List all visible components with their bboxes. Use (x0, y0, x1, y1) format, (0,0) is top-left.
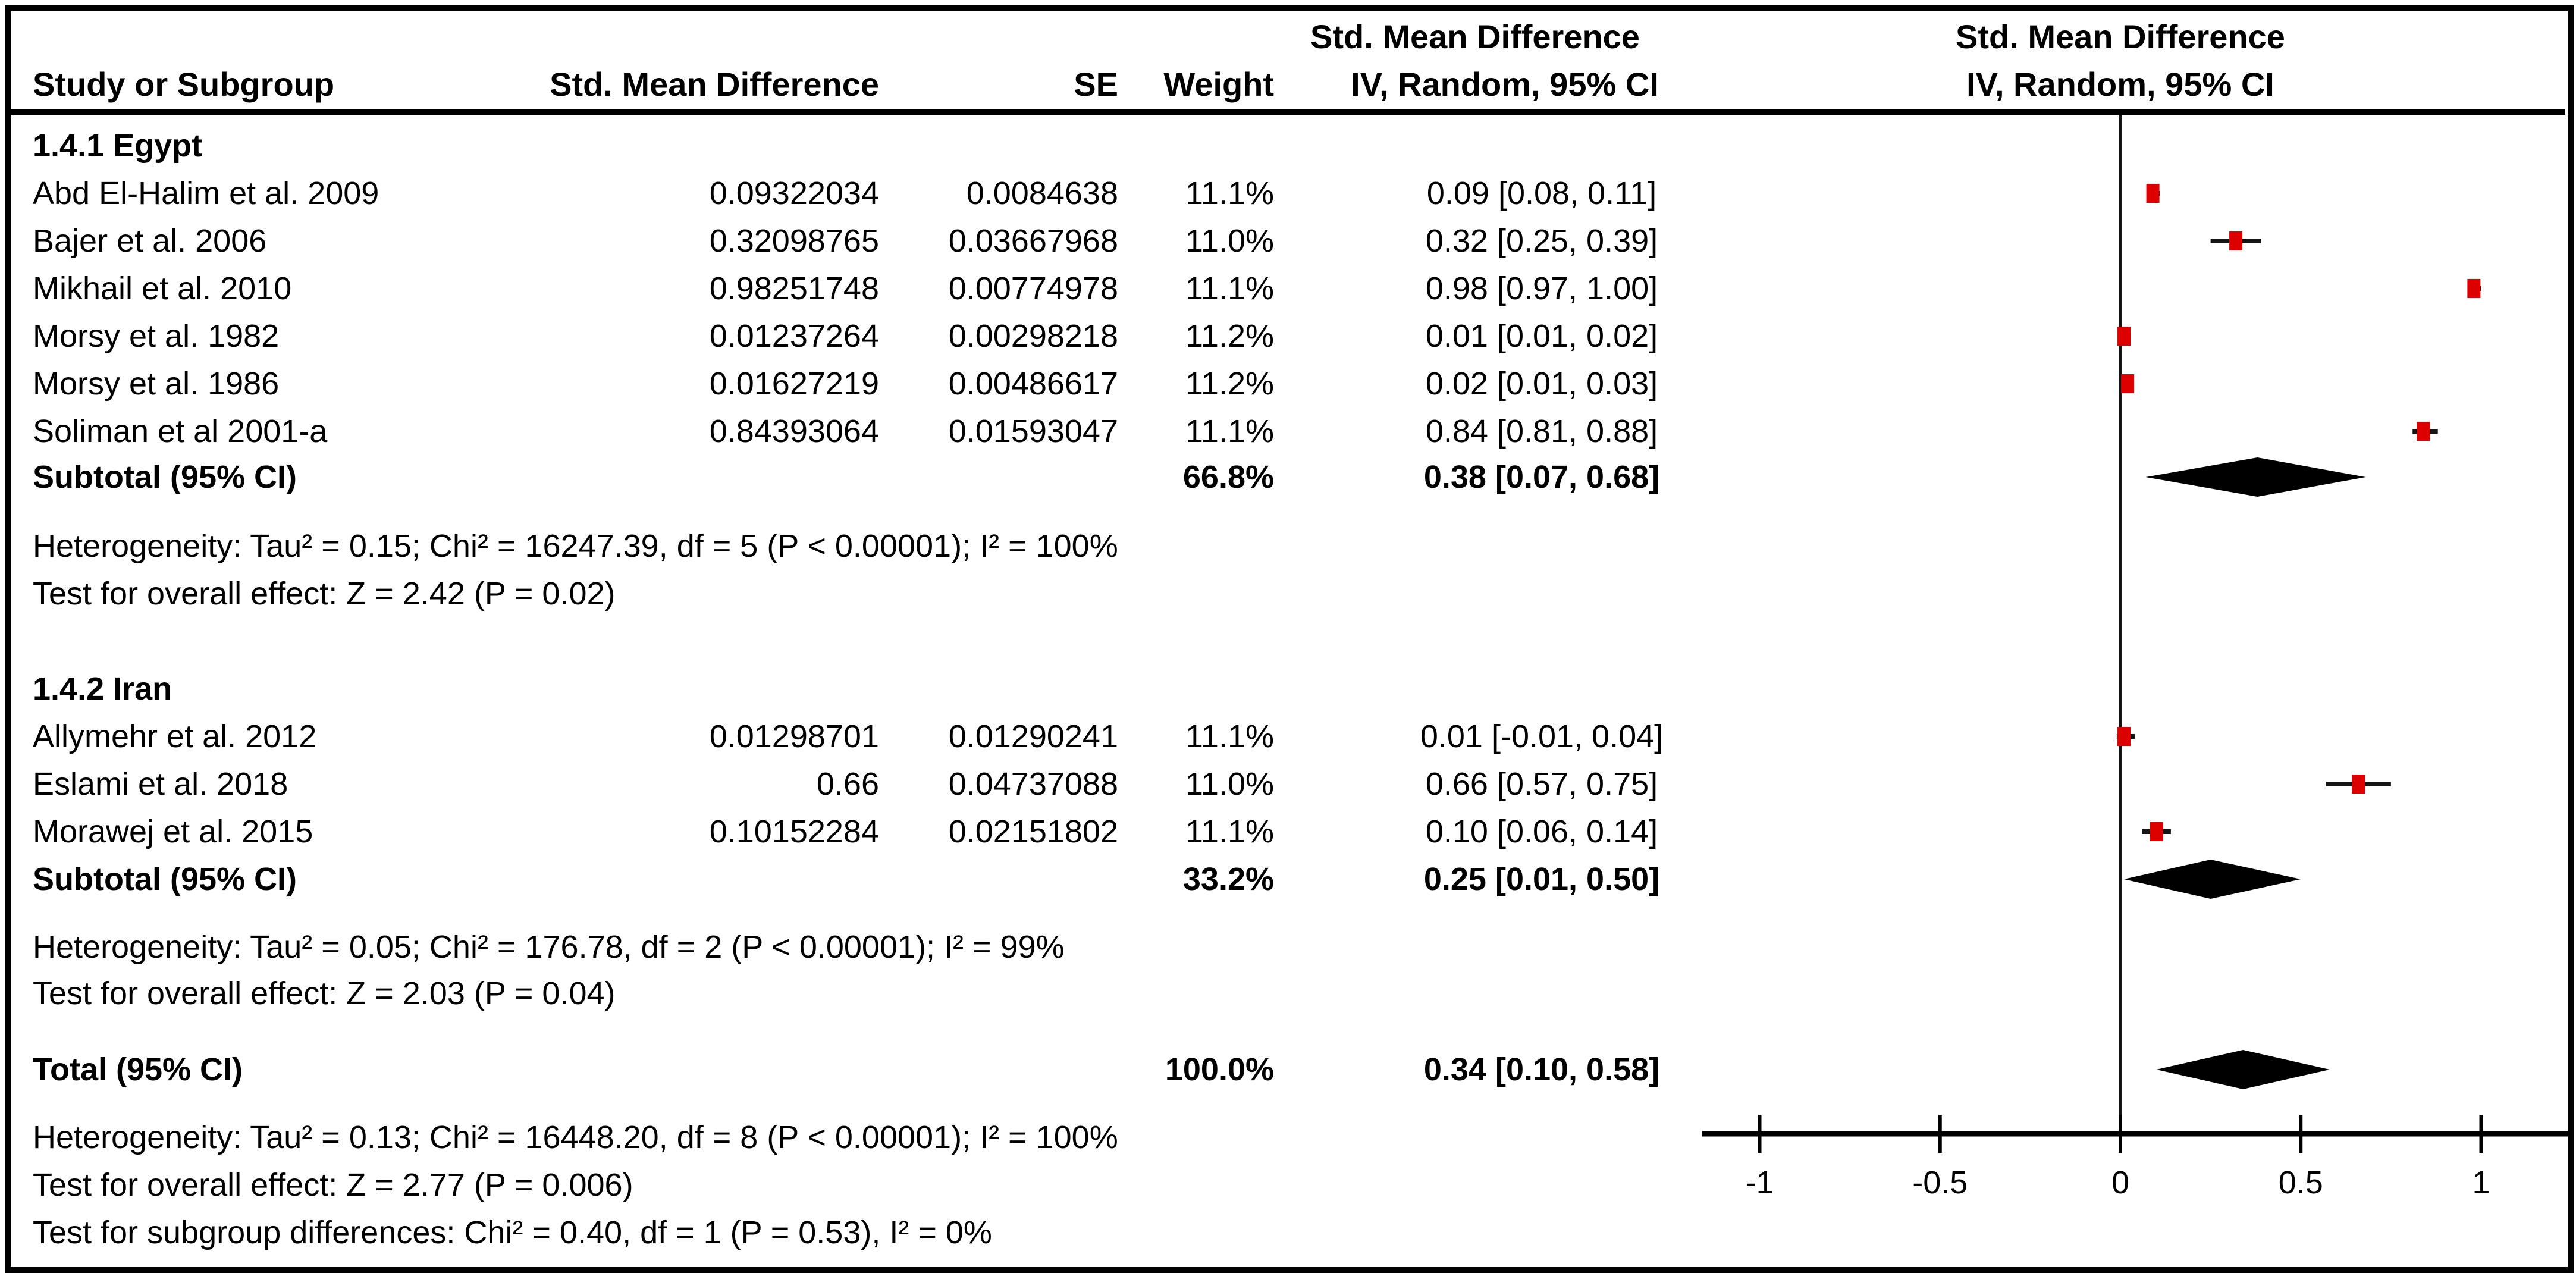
smd-value: 0.98251748 (709, 271, 879, 306)
se-value: 0.00774978 (948, 271, 1118, 306)
overall-effect-note: Test for overall effect: Z = 2.42 (P = 0… (33, 576, 616, 612)
axis-tick-label: -0.5 (1912, 1165, 1968, 1200)
column-header-study: Study or Subgroup (33, 65, 335, 103)
axis-tick-label: 1 (2472, 1165, 2490, 1200)
subtotal-weight: 33.2% (1182, 861, 1274, 897)
weight-value: 11.2% (1185, 366, 1274, 402)
ci-text: 0.84 [0.81, 0.88] (1425, 413, 1658, 449)
total-diamond (2156, 1050, 2330, 1089)
subtotal-diamond (2124, 860, 2301, 899)
column-header-smd-group: Std. Mean Difference (1310, 18, 1640, 55)
column-header-se: SE (1074, 65, 1118, 103)
effect-square (2121, 374, 2135, 393)
smd-value: 0.01627219 (709, 366, 879, 402)
study-name: Morsy et al. 1986 (33, 366, 280, 402)
smd-value: 0.66 (816, 766, 879, 802)
subgroup-label: 1.4.1 Egypt (33, 128, 203, 164)
se-value: 0.04737088 (948, 766, 1118, 802)
heterogeneity-note: Heterogeneity: Tau² = 0.15; Chi² = 16247… (33, 528, 1118, 564)
total-ci: 0.34 [0.10, 0.58] (1423, 1052, 1660, 1087)
effect-square (2467, 279, 2481, 298)
figure-border (5, 5, 2574, 1273)
subtotal-diamond (2145, 457, 2366, 497)
weight-value: 11.1% (1185, 814, 1274, 849)
study-name: Bajer et al. 2006 (33, 223, 267, 259)
weight-value: 11.1% (1185, 719, 1274, 754)
column-header-smd: Std. Mean Difference (550, 65, 879, 103)
study-name: Morsy et al. 1982 (33, 318, 280, 354)
se-value: 0.01593047 (948, 413, 1118, 449)
weight-value: 11.1% (1185, 175, 1274, 211)
study-name: Abd El-Halim et al. 2009 (33, 175, 379, 211)
smd-value: 0.32098765 (709, 223, 879, 259)
axis-tick-label: 0.5 (2278, 1165, 2323, 1200)
se-value: 0.02151802 (948, 814, 1118, 849)
subtotal-label: Subtotal (95% CI) (33, 861, 297, 897)
study-name: Mikhail et al. 2010 (33, 271, 292, 306)
se-value: 0.0084638 (966, 175, 1118, 211)
total-label: Total (95% CI) (33, 1052, 243, 1087)
ci-text: 0.10 [0.06, 0.14] (1425, 814, 1658, 849)
header-separator (11, 109, 2565, 115)
smd-value: 0.01237264 (709, 318, 879, 354)
study-name: Soliman et al 2001-a (33, 413, 328, 449)
study-name: Eslami et al. 2018 (33, 766, 288, 802)
weight-value: 11.1% (1185, 413, 1274, 449)
effect-square (2352, 775, 2365, 794)
plot-title: Std. Mean Difference (1956, 18, 2285, 55)
weight-value: 11.1% (1185, 271, 1274, 306)
axis-tick-label: -1 (1745, 1165, 1774, 1200)
ci-text: 0.02 [0.01, 0.03] (1425, 366, 1658, 402)
smd-value: 0.84393064 (709, 413, 879, 449)
ci-text: 0.32 [0.25, 0.39] (1425, 223, 1658, 259)
smd-value: 0.09322034 (709, 175, 879, 211)
plot-subtitle: IV, Random, 95% CI (1966, 65, 2274, 103)
se-value: 0.01290241 (948, 719, 1118, 754)
se-value: 0.00486617 (948, 366, 1118, 402)
subtotal-ci: 0.25 [0.01, 0.50] (1423, 861, 1660, 897)
ci-text: 0.66 [0.57, 0.75] (1425, 766, 1658, 802)
column-header-ci: IV, Random, 95% CI (1351, 65, 1659, 103)
weight-value: 11.0% (1185, 766, 1274, 802)
subtotal-ci: 0.38 [0.07, 0.68] (1423, 459, 1660, 495)
subtotal-label: Subtotal (95% CI) (33, 459, 297, 495)
weight-value: 11.0% (1185, 223, 1274, 259)
total-weight: 100.0% (1165, 1052, 1274, 1087)
smd-value: 0.01298701 (709, 719, 879, 754)
ci-text: 0.01 [0.01, 0.02] (1425, 318, 1658, 354)
subgroup-label: 1.4.2 Iran (33, 671, 172, 707)
effect-square (2150, 822, 2163, 841)
overall-effect-note: Test for overall effect: Z = 2.03 (P = 0… (33, 976, 616, 1011)
subgroup-differences-note: Test for subgroup differences: Chi² = 0.… (33, 1215, 992, 1250)
effect-square (2146, 184, 2160, 203)
se-value: 0.03667968 (948, 223, 1118, 259)
study-name: Allymehr et al. 2012 (33, 719, 317, 754)
heterogeneity-note: Heterogeneity: Tau² = 0.05; Chi² = 176.7… (33, 929, 1065, 965)
axis-tick-label: 0 (2111, 1165, 2130, 1200)
se-value: 0.00298218 (948, 318, 1118, 354)
ci-text: 0.01 [-0.01, 0.04] (1420, 719, 1664, 754)
total-overall-effect-note: Test for overall effect: Z = 2.77 (P = 0… (33, 1167, 633, 1203)
effect-square (2117, 327, 2131, 346)
total-heterogeneity-note: Heterogeneity: Tau² = 0.13; Chi² = 16448… (33, 1120, 1118, 1155)
effect-square (2229, 231, 2243, 250)
ci-text: 0.98 [0.97, 1.00] (1425, 271, 1658, 306)
weight-value: 11.2% (1185, 318, 1274, 354)
effect-square (2417, 422, 2430, 441)
smd-value: 0.10152284 (709, 814, 879, 849)
study-name: Morawej et al. 2015 (33, 814, 313, 849)
column-header-weight: Weight (1163, 65, 1274, 103)
subtotal-weight: 66.8% (1182, 459, 1274, 495)
effect-square (2117, 727, 2131, 746)
ci-text: 0.09 [0.08, 0.11] (1426, 175, 1657, 211)
